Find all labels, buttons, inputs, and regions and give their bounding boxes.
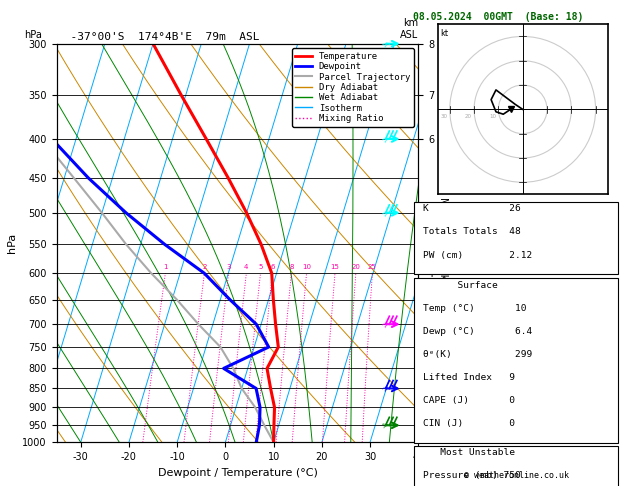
Text: 15: 15	[331, 264, 340, 270]
Text: >: >	[379, 383, 391, 394]
Text: Lifted Index   9: Lifted Index 9	[423, 373, 515, 382]
Text: Most Unstable: Most Unstable	[423, 448, 515, 457]
Text: 08.05.2024  00GMT  (Base: 18): 08.05.2024 00GMT (Base: 18)	[413, 12, 584, 22]
Text: 25: 25	[368, 264, 377, 270]
Text: PW (cm)        2.12: PW (cm) 2.12	[423, 251, 532, 260]
Text: 10: 10	[489, 114, 496, 119]
Text: CIN (J)        0: CIN (J) 0	[423, 419, 515, 428]
Legend: Temperature, Dewpoint, Parcel Trajectory, Dry Adiabat, Wet Adiabat, Isotherm, Mi: Temperature, Dewpoint, Parcel Trajectory…	[292, 48, 414, 126]
Bar	[415, 202, 618, 274]
Text: CAPE (J)       0: CAPE (J) 0	[423, 396, 515, 405]
Text: 1: 1	[163, 264, 167, 270]
Text: 8: 8	[289, 264, 294, 270]
Text: Pressure (mb) 750: Pressure (mb) 750	[423, 471, 521, 480]
Text: LCL: LCL	[425, 420, 443, 430]
X-axis label: Dewpoint / Temperature (°C): Dewpoint / Temperature (°C)	[157, 468, 318, 478]
Text: Temp (°C)       10: Temp (°C) 10	[423, 304, 526, 313]
Text: >: >	[379, 207, 391, 219]
Text: hPa: hPa	[24, 30, 42, 40]
Text: >: >	[380, 420, 390, 431]
Bar	[415, 446, 618, 486]
Text: 2: 2	[203, 264, 206, 270]
Y-axis label: hPa: hPa	[7, 233, 17, 253]
Text: 10: 10	[302, 264, 311, 270]
Text: kt: kt	[440, 29, 448, 38]
Text: >: >	[379, 133, 391, 145]
Text: -37°00'S  174°4B'E  79m  ASL: -37°00'S 174°4B'E 79m ASL	[57, 32, 259, 42]
Y-axis label: Mixing Ratio (g/kg): Mixing Ratio (g/kg)	[438, 197, 448, 289]
Text: K              26: K 26	[423, 204, 521, 213]
Text: 20: 20	[352, 264, 360, 270]
Text: © weatheronline.co.uk: © weatheronline.co.uk	[464, 471, 569, 480]
Text: θᵉ(K)           299: θᵉ(K) 299	[423, 350, 532, 359]
Text: >: >	[379, 318, 391, 330]
Text: 5: 5	[259, 264, 263, 270]
Bar	[415, 278, 618, 443]
Text: Totals Totals  48: Totals Totals 48	[423, 227, 521, 237]
Text: 4: 4	[244, 264, 248, 270]
Text: 6: 6	[270, 264, 274, 270]
Text: Dewp (°C)       6.4: Dewp (°C) 6.4	[423, 327, 532, 336]
Text: Surface: Surface	[423, 281, 498, 290]
Text: km
ASL: km ASL	[400, 18, 418, 40]
Text: 3: 3	[226, 264, 231, 270]
Text: >: >	[379, 38, 391, 50]
Text: 30: 30	[440, 114, 447, 119]
Text: 20: 20	[465, 114, 472, 119]
